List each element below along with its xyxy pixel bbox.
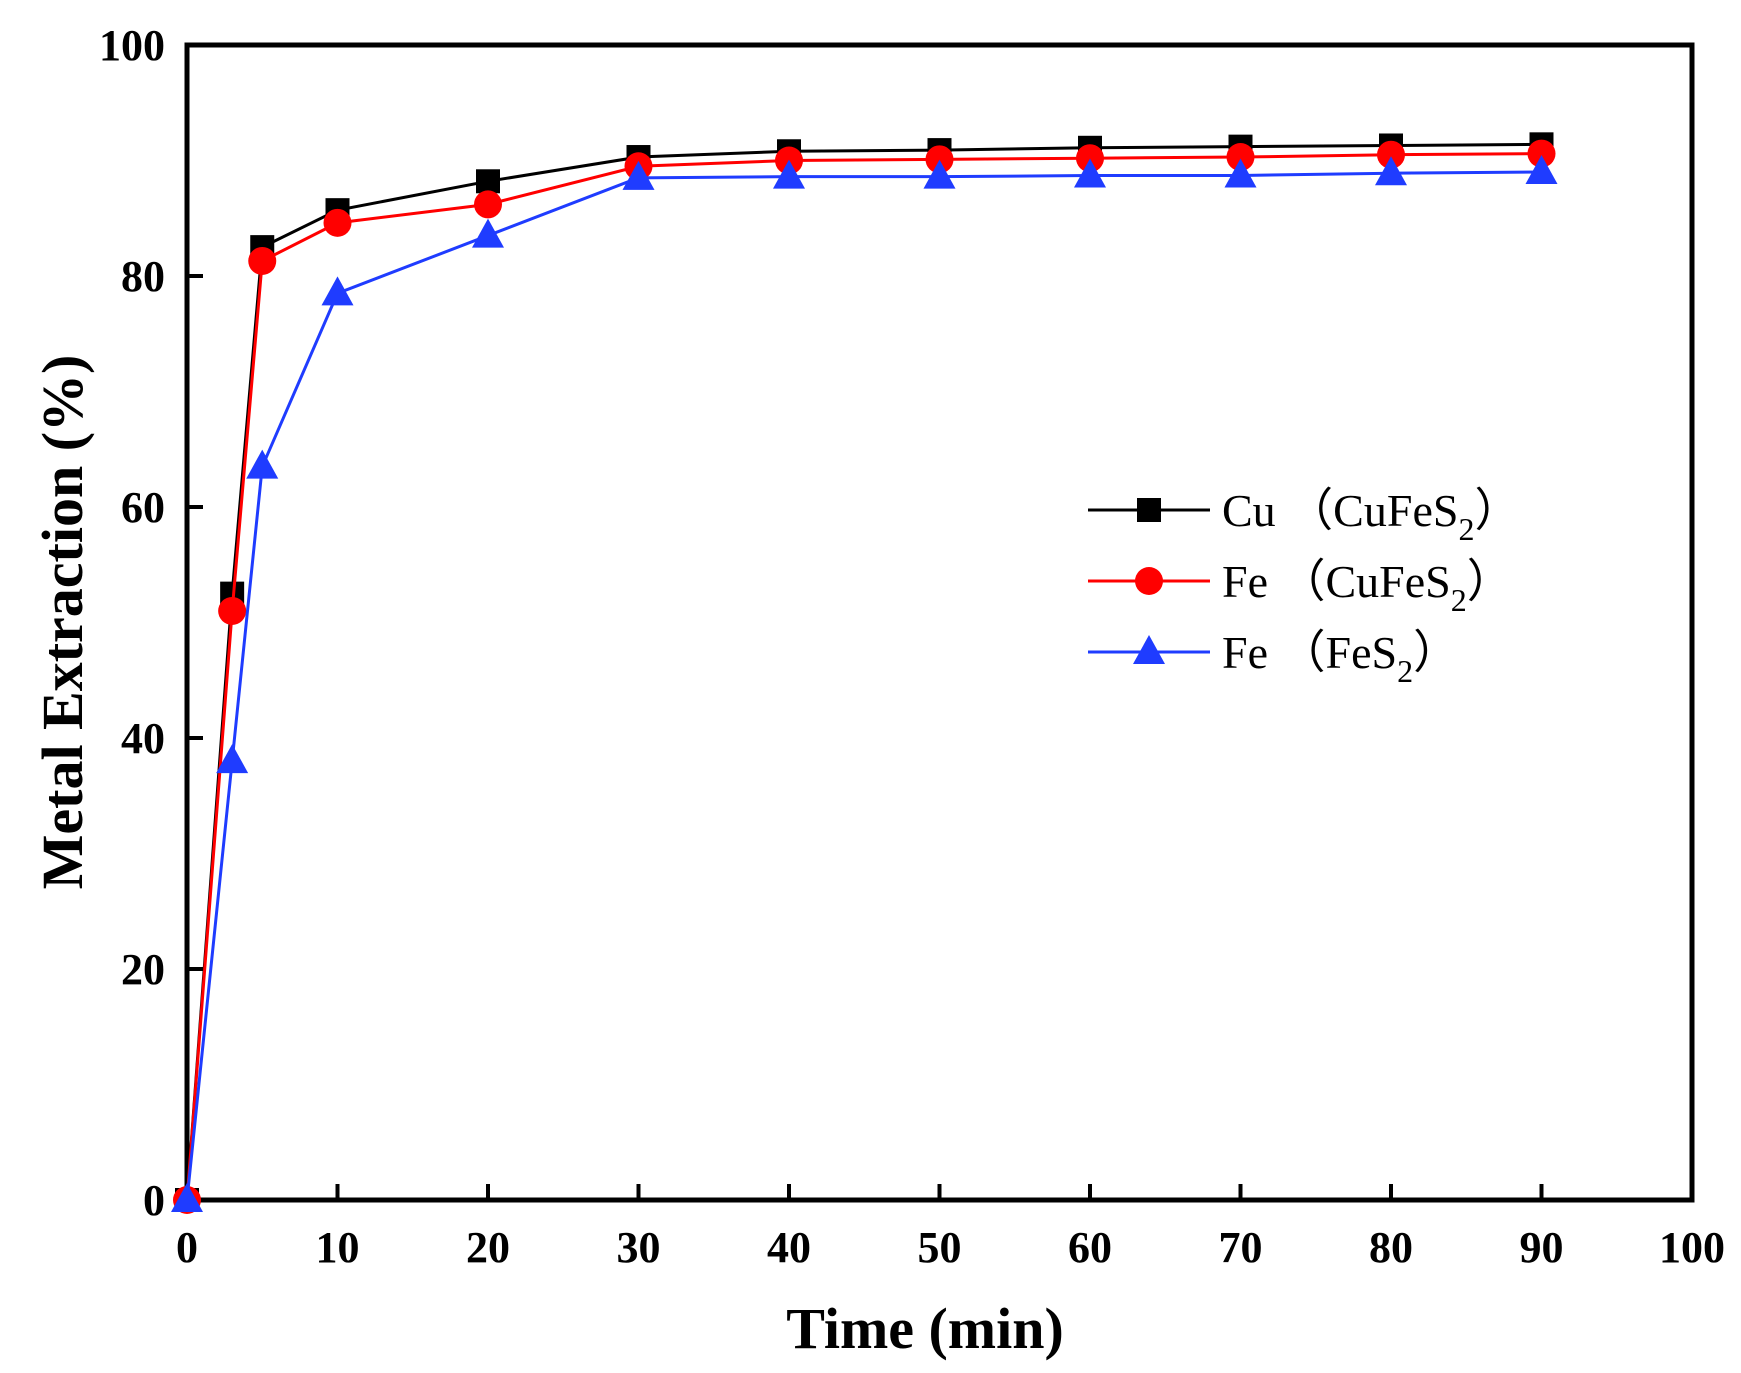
x-tick-label: 80	[1369, 1223, 1413, 1272]
plot-frame	[184, 42, 1695, 1203]
data-point	[171, 1183, 203, 1212]
data-point	[1525, 155, 1558, 185]
x-tick-label: 10	[316, 1223, 360, 1272]
data-point	[1074, 158, 1106, 188]
legend-marker	[1135, 567, 1163, 595]
series-line	[185, 152, 1542, 1201]
y-axis-title: Metal Extraction (%)	[30, 355, 95, 890]
x-tick-label: 70	[1219, 1223, 1263, 1272]
axis-ticks	[185, 43, 1694, 1202]
data-point	[1226, 143, 1255, 172]
data-point	[248, 246, 277, 275]
series-line	[185, 170, 1542, 1201]
data-point	[472, 218, 504, 248]
data-point	[1224, 158, 1257, 188]
y-tick-label: 80	[121, 252, 165, 301]
data-point	[323, 208, 352, 237]
x-tick-label: 60	[1068, 1223, 1112, 1272]
legend-marker	[1137, 498, 1161, 522]
data-point	[476, 169, 500, 194]
y-tick-label: 60	[121, 483, 165, 532]
data-point	[1375, 156, 1407, 186]
data-point	[1527, 139, 1556, 168]
y-tick-label: 20	[121, 945, 165, 994]
legend-label: Fe （CuFeS2）	[1222, 556, 1513, 618]
y-tick-label: 40	[121, 714, 165, 763]
x-tick-label: 40	[767, 1223, 811, 1272]
x-tick-label: 0	[176, 1223, 198, 1272]
legend-marker	[1133, 635, 1165, 664]
legend: Cu （CuFeS2） Fe （CuFeS2） Fe （FeS2）	[1088, 485, 1520, 689]
data-point	[321, 276, 354, 306]
axis-tick-labels: 0 10 20 30 40 50 60 70 80 90 100 0 20 40 60 80 100	[99, 21, 1725, 1272]
data-point	[923, 159, 956, 189]
x-tick-label: 90	[1520, 1223, 1564, 1272]
legend-item: Cu （CuFeS2）	[1088, 485, 1520, 547]
series-3	[171, 155, 1558, 1212]
x-tick-label: 50	[918, 1223, 962, 1272]
data-point	[218, 596, 247, 625]
data-point	[773, 159, 805, 189]
data-point	[216, 744, 249, 774]
x-tick-label: 30	[617, 1223, 661, 1272]
y-tick-label: 0	[143, 1176, 165, 1225]
x-tick-label: 100	[1659, 1223, 1725, 1272]
x-tick-label: 20	[466, 1223, 510, 1272]
data-point	[474, 190, 502, 219]
data-series	[171, 132, 1558, 1214]
data-point	[246, 449, 279, 479]
data-point	[622, 160, 655, 190]
x-axis-title: Time (min)	[786, 1296, 1064, 1361]
legend-item: Fe （CuFeS2）	[1088, 556, 1513, 618]
legend-label: Fe （FeS2）	[1222, 627, 1459, 689]
data-point	[1377, 140, 1405, 169]
y-tick-label: 100	[99, 21, 165, 70]
legend-item: Fe （FeS2）	[1088, 627, 1459, 689]
legend-label: Cu （CuFeS2）	[1222, 485, 1520, 547]
data-point	[925, 145, 954, 174]
data-point	[1076, 144, 1104, 173]
